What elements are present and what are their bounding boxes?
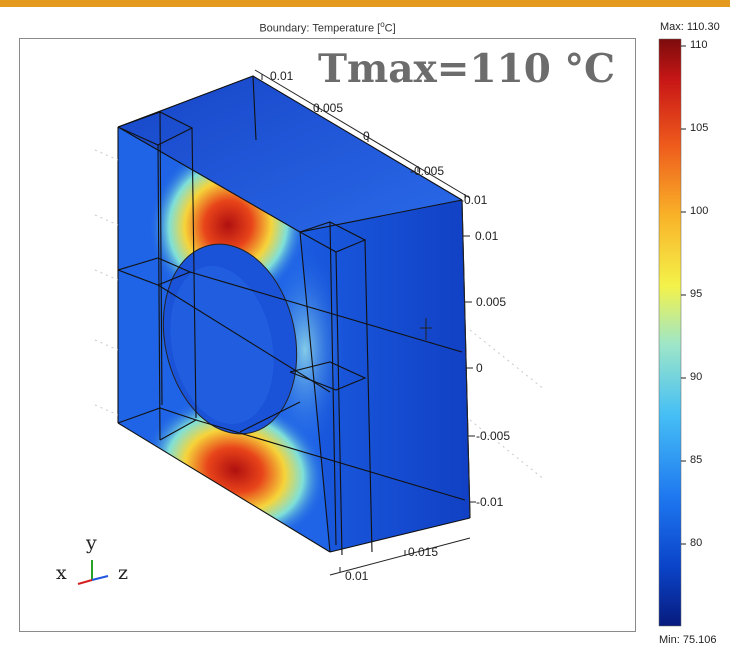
top-tick-label: -0.01 — [460, 193, 488, 207]
bottom-tick-label: 0.015 — [408, 545, 438, 559]
colorbar — [658, 38, 682, 627]
cylinder-inner-shade — [170, 266, 274, 424]
triad-x-label: x — [56, 562, 67, 584]
orientation-triad — [77, 560, 109, 585]
colorbar-tick-label: 95 — [690, 288, 703, 300]
bottom-axis — [329, 537, 471, 576]
bottom-tick-label: 0.01 — [345, 569, 369, 583]
top-tick-label: 0 — [363, 129, 370, 143]
triad-z-label: z — [118, 562, 129, 584]
triad-y-label: y — [86, 532, 97, 554]
colorbar-tick-label: 105 — [690, 122, 709, 134]
top-axis — [254, 69, 471, 200]
top-accent-bar — [0, 0, 730, 7]
colorbar-tick-label: 110 — [690, 39, 708, 51]
plot-title: Boundary: Temperature [oC] — [259, 20, 396, 35]
colorbar-min-label: Min: 75.106 — [659, 634, 717, 646]
colorbar-tick-label: 100 — [690, 205, 709, 217]
right-tick-label: -0.01 — [476, 495, 504, 509]
right-axis — [420, 199, 476, 516]
right-tick-label: -0.005 — [476, 429, 510, 443]
right-tick-label: 0.01 — [475, 229, 499, 243]
colorbar-tick-label: 80 — [690, 537, 703, 549]
top-tick-label: 0.005 — [313, 101, 343, 115]
block-wireframe — [117, 75, 471, 556]
tmax-annotation: Tmax=110 °C — [318, 46, 616, 92]
colorbar-max-label: Max: 110.30 — [660, 21, 720, 33]
colorbar-tick-label: 90 — [690, 371, 703, 383]
right-tick-label: 0 — [476, 361, 483, 375]
top-tick-label: 0.01 — [270, 69, 294, 83]
top-tick-label: -0.005 — [410, 164, 444, 178]
colorbar-tick-label: 85 — [690, 454, 703, 466]
colorbar-ticks — [681, 45, 686, 545]
right-tick-label: 0.005 — [476, 295, 506, 309]
grid-guides — [94, 149, 546, 481]
block-top-face — [118, 76, 462, 232]
